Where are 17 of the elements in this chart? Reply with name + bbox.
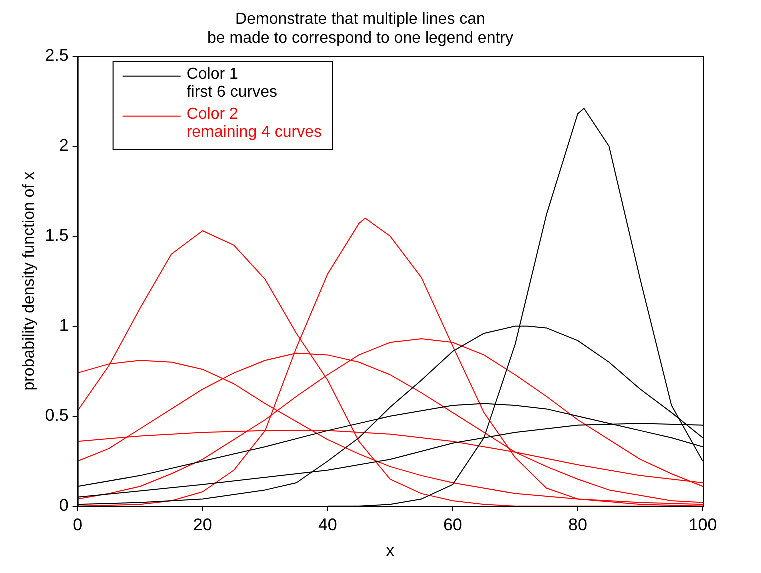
y-tick-label: 0.5	[45, 406, 69, 426]
y-axis-title: probability density function of x	[21, 172, 38, 391]
y-tick-label: 2	[59, 136, 69, 156]
y-tick-label: 1	[59, 316, 69, 336]
x-tick-label: 80	[568, 515, 588, 534]
legend-label: Color 1 first 6 curves	[186, 66, 278, 101]
x-tick-label: 100	[688, 515, 718, 534]
x-tick-label: 0	[73, 515, 83, 534]
x-tick-label: 60	[443, 515, 462, 534]
y-tick-label: 0	[59, 496, 69, 516]
legend-label: Color 2 remaining 4 curves	[186, 106, 322, 141]
chart-title: Demonstrate that multiple lines can be made to correspond to one legend entry	[208, 11, 514, 48]
y-tick-label: 2.5	[45, 46, 69, 66]
y-tick-label: 1.5	[45, 226, 69, 246]
x-tick-label: 40	[318, 515, 338, 534]
x-axis-title: x	[386, 542, 394, 560]
x-tick-label: 20	[193, 515, 212, 534]
